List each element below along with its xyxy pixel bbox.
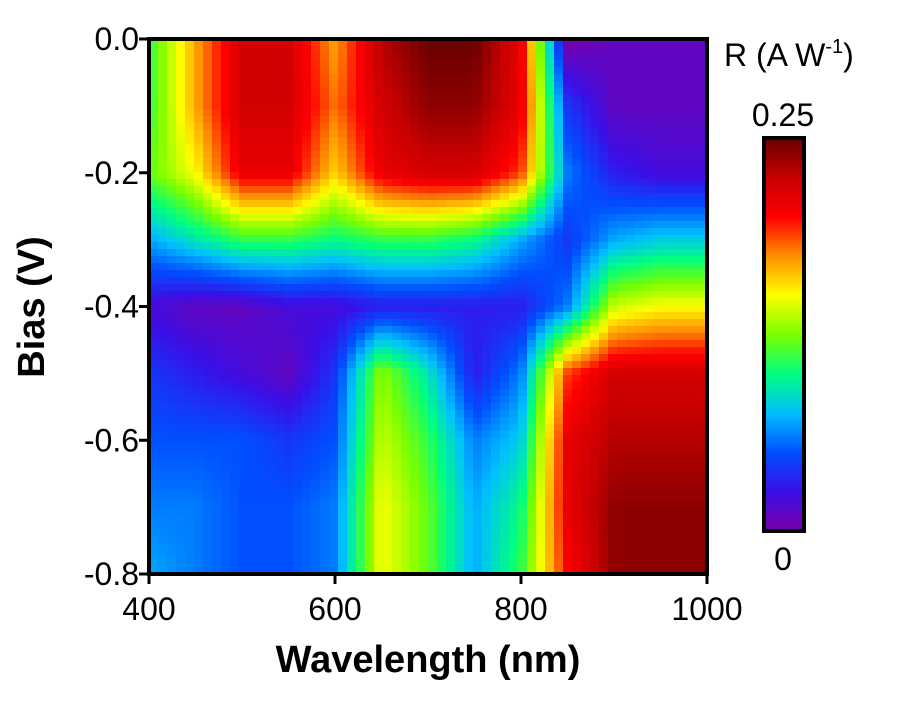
x-axis-title: Wavelength (nm) <box>276 639 581 681</box>
colorbar-title-superscript: -1 <box>825 36 843 58</box>
y-tick-label: 0.0 <box>95 21 139 57</box>
x-tick-label: 800 <box>494 591 547 627</box>
x-tick-label: 1000 <box>671 591 742 627</box>
y-axis: 0.0 -0.2 -0.4 -0.6 -0.8 <box>84 21 149 592</box>
y-tick-label: -0.4 <box>84 289 139 325</box>
colorbar-min-label: 0 <box>774 541 792 577</box>
y-axis-title: Bias (V) <box>11 236 53 377</box>
y-tick-label: -0.8 <box>84 556 139 592</box>
colorbar-title: R (A W-1) <box>724 36 854 73</box>
x-axis: 400 600 800 1000 <box>122 574 743 627</box>
colorbar-title-main: R (A W <box>724 37 826 73</box>
colorbar-title-close: ) <box>843 37 854 73</box>
heatmap-image <box>149 39 707 574</box>
colorbar-gradient <box>764 138 804 531</box>
y-tick-label: -0.6 <box>84 422 139 458</box>
x-tick-label: 600 <box>308 591 361 627</box>
colorbar-frame <box>762 136 806 533</box>
x-tick-label: 400 <box>122 591 175 627</box>
y-tick-label: -0.2 <box>84 155 139 191</box>
colorbar-max-label: 0.25 <box>752 97 814 133</box>
plot-frame <box>147 37 709 576</box>
